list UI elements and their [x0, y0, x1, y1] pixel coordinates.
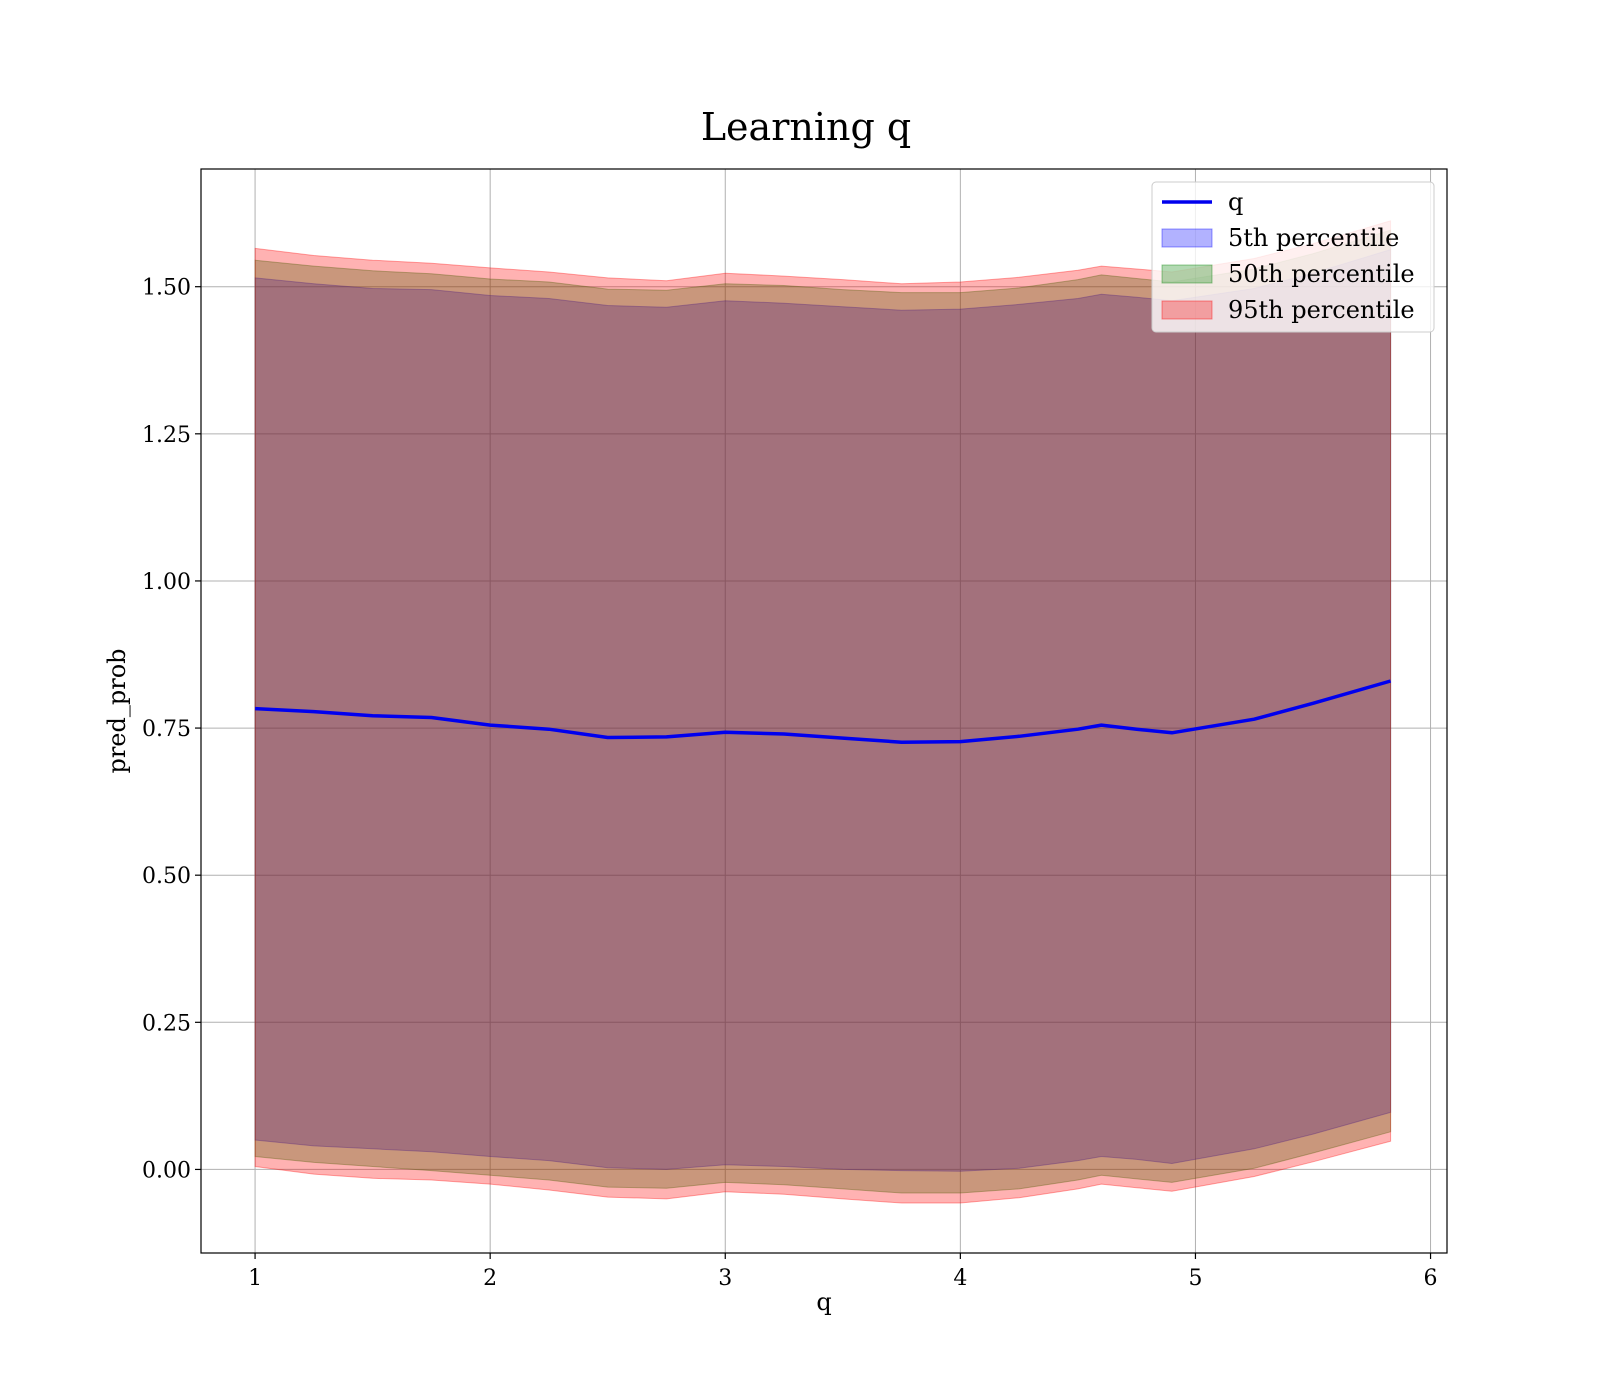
x-tick-label: 4: [953, 1266, 967, 1291]
x-tick-label: 2: [483, 1266, 497, 1291]
y-tick-label: 0.00: [142, 1158, 191, 1183]
y-tick-label: 1.25: [142, 423, 191, 448]
legend-label: 50th percentile: [1228, 260, 1415, 288]
legend-band-swatch: [1161, 300, 1213, 320]
y-tick-label: 1.00: [142, 570, 191, 595]
x-tick-label: 3: [718, 1266, 732, 1291]
band-95th-percentile: [254, 220, 1392, 1204]
legend-box: [1151, 181, 1435, 333]
legend-label: q: [1228, 188, 1243, 216]
plot-frame: [200, 168, 1448, 1254]
x-tick-label: 1: [248, 1266, 262, 1291]
bands: [254, 220, 1392, 1204]
band-50th-percentile: [254, 229, 1392, 1194]
legend-label: 95th percentile: [1228, 296, 1415, 324]
x-axis-label: q: [816, 1288, 831, 1316]
x-tick-label: 5: [1188, 1266, 1202, 1291]
x-axis-ticks: 1 2 3 4 5 6: [248, 1253, 1438, 1291]
chart-title: Learning q: [701, 105, 911, 149]
legend-label: 5th percentile: [1228, 224, 1399, 252]
y-tick-label: 1.50: [142, 276, 191, 301]
lines: [255, 679, 1392, 744]
band-5th-percentile: [254, 248, 1392, 1172]
legend: q 5th percentile 50th percentile 95th perce…: [1151, 181, 1435, 333]
legend-band-swatch: [1161, 264, 1213, 284]
y-axis-label: pred_prob: [103, 648, 131, 773]
y-tick-label: 0.50: [142, 864, 191, 889]
y-tick-label: 0.75: [142, 717, 191, 742]
legend-band-swatch: [1161, 228, 1213, 248]
y-tick-label: 0.25: [142, 1011, 191, 1036]
series-line-q: [255, 679, 1392, 744]
y-axis-ticks: 0.00 0.25 0.50 0.75 1.00 1.25 1.50: [142, 276, 201, 1183]
grid: [201, 169, 1447, 1253]
x-tick-label: 6: [1424, 1266, 1438, 1291]
